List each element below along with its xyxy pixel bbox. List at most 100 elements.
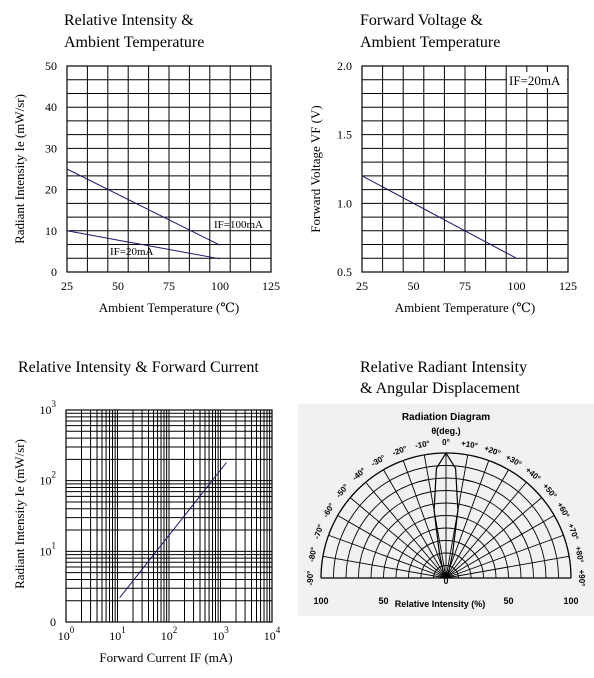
y-tick-label: 0: [51, 265, 57, 279]
series-line-1: [119, 462, 227, 599]
polar-spoke: [445, 497, 543, 579]
chart4-diagram-title: Radiation Diagram: [402, 412, 490, 423]
chart2-title-line2: Ambient Temperature: [360, 34, 500, 51]
angle-label: +80°: [573, 545, 585, 563]
chart2-plot-frame: [361, 65, 569, 273]
y-tick-label: 0: [50, 615, 56, 629]
x-tick-label: 102: [161, 625, 178, 643]
chart1-series-label-20ma: IF=20mA: [110, 246, 154, 258]
chart2-legend-label: IF=20mA: [509, 73, 561, 88]
y-tick-label: 0.5: [337, 265, 352, 279]
series-line-2: [66, 230, 221, 260]
chart1-title-line1: Relative Intensity &: [64, 12, 194, 29]
chart2-x-tick-labels: 25 50 75 100 125: [356, 279, 577, 293]
polar-spoke: [445, 515, 555, 579]
chart3-plot-frame: [65, 409, 273, 623]
chart-radiation-diagram: Relative Radiant Intensity & Angular Dis…: [298, 359, 594, 616]
chart1-y-axis-label: Radiant Intensity Ie (mW/sr): [12, 94, 27, 244]
angle-label: -80°: [307, 546, 318, 562]
chart2-title-line1: Forward Voltage &: [360, 12, 484, 29]
chart2-grid: [362, 66, 568, 272]
y-tick-label: 1.5: [337, 128, 352, 142]
y-tick-label: 10: [45, 224, 57, 238]
y-tick-label: 2.0: [337, 59, 352, 73]
polar-spoke: [337, 515, 447, 579]
chart3-y-tick-labels: 0 101 102 103: [40, 399, 57, 629]
angle-label: 0°: [442, 438, 450, 447]
x-tick-label: 103: [212, 625, 229, 643]
x-tick-label: 101: [109, 625, 126, 643]
y-tick-label: 30: [45, 141, 57, 155]
chart2-y-tick-labels: 0.5 1.0 1.5 2.0: [337, 59, 352, 279]
angle-label: +90°: [577, 570, 586, 587]
polar-spoke: [445, 534, 564, 579]
chart2-y-axis-label: Forward Voltage VF (V): [308, 105, 323, 232]
chart4-x-axis-label: Relative Intensity (%): [395, 599, 486, 609]
angle-label: +10°: [460, 439, 478, 451]
chart3-x-axis-label: Forward Current IF (mA): [99, 650, 232, 665]
x-tick-label: 100: [211, 279, 229, 293]
chart2-x-axis-label: Ambient Temperature (℃): [395, 300, 535, 315]
chart4-title-line2: & Angular Displacement: [360, 380, 521, 397]
polar-spoke: [322, 555, 447, 579]
chart-intensity-vs-temperature: Relative Intensity & Ambient Temperature…: [12, 12, 280, 315]
x-tick-label: 75: [163, 279, 175, 293]
polar-spoke: [445, 469, 509, 579]
chart1-grid: [67, 66, 271, 272]
chart4-radial-labels: 100 50 50 100: [313, 596, 578, 606]
chart1-y-tick-labels: 0 10 20 30 40 50: [45, 59, 57, 279]
chart1-series-label-100ma: IF=100mA: [214, 219, 263, 231]
chart2-series: [361, 175, 517, 259]
chart1-series: [66, 168, 221, 260]
chart2-legend-box: [507, 72, 567, 88]
angle-label: -90°: [306, 571, 315, 586]
chart4-center-label: 0: [443, 576, 448, 586]
angle-label: -10°: [414, 439, 430, 450]
chart4-theta-label: θ(deg.): [431, 426, 460, 436]
y-tick-label: 40: [45, 100, 57, 114]
chart3-series: [119, 462, 227, 599]
y-tick-label: 101: [40, 540, 57, 558]
y-tick-label: 103: [40, 399, 57, 417]
y-tick-label: 102: [40, 470, 57, 488]
x-tick-label: 125: [559, 279, 577, 293]
chart1-x-tick-labels: 25 50 75 100 125: [61, 279, 280, 293]
polar-spoke: [445, 481, 527, 579]
x-tick-label: 25: [61, 279, 73, 293]
polar-spoke: [445, 460, 490, 579]
polar-spoke: [328, 534, 447, 579]
x-tick-label: 100: [508, 279, 526, 293]
chart3-title: Relative Intensity & Forward Current: [18, 359, 259, 376]
chart1-x-axis-label: Ambient Temperature (℃): [99, 300, 239, 315]
chart-voltage-vs-temperature: Forward Voltage & Ambient Temperature IF…: [308, 12, 577, 315]
radial-label: 50: [503, 596, 513, 606]
polar-spoke: [365, 481, 447, 579]
chart4-title-line1: Relative Radiant Intensity: [360, 359, 527, 376]
chart3-x-tick-labels: 100 101 102 103 104: [58, 625, 281, 643]
chart3-grid: [66, 410, 272, 622]
series-line-1: [361, 175, 517, 259]
radial-label: 50: [378, 596, 388, 606]
radiation-lobe: [433, 451, 459, 579]
x-tick-label: 100: [58, 625, 75, 643]
radial-label: 100: [313, 596, 328, 606]
polar-spoke: [349, 497, 447, 579]
y-tick-label: 20: [45, 183, 57, 197]
x-tick-label: 104: [264, 625, 281, 643]
y-tick-label: 50: [45, 59, 57, 73]
polar-spoke: [445, 555, 570, 579]
x-tick-label: 25: [356, 279, 368, 293]
x-tick-label: 125: [262, 279, 280, 293]
series-line-1: [66, 168, 221, 246]
x-tick-label: 50: [408, 279, 420, 293]
chart4-radiation-pattern: [433, 451, 459, 579]
chart1-title-line2: Ambient Temperature: [64, 34, 204, 51]
chart3-y-axis-label: Radiant Intensity Ie (mW/sr): [12, 439, 27, 589]
polar-spoke: [402, 460, 447, 579]
chart-intensity-vs-current: Relative Intensity & Forward Current 100…: [12, 359, 281, 665]
x-tick-label: 50: [112, 279, 124, 293]
radial-label: 100: [563, 596, 578, 606]
x-tick-label: 75: [459, 279, 471, 293]
polar-spoke: [383, 469, 447, 579]
